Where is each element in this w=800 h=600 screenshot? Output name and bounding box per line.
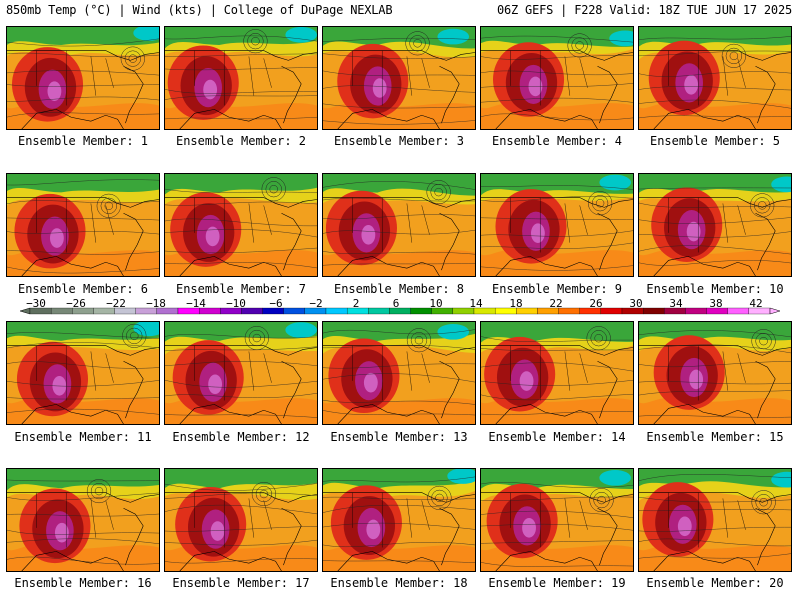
color-scale-tick-label: 42 [749,297,763,310]
ensemble-map-panel [638,321,792,425]
temperature-map [7,469,159,571]
temperature-map [165,27,317,129]
member-caption: Ensemble Member: 16 [14,576,152,590]
ensemble-map-panel [638,468,792,572]
ensemble-map-panel [480,321,634,425]
member-caption: Ensemble Member: 6 [17,282,149,296]
temperature-map [481,174,633,276]
member-caption: Ensemble Member: 10 [646,282,784,296]
temperature-map [323,322,475,424]
title-left: 850mb Temp (°C) | Wind (kts) | College o… [6,3,393,17]
temperature-map [481,27,633,129]
member-caption: Ensemble Member: 14 [488,430,626,444]
member-caption: Ensemble Member: 5 [649,134,781,148]
member-caption: Ensemble Member: 9 [491,282,623,296]
color-scale-tick-label: 38 [709,297,723,310]
temperature-map [165,469,317,571]
ensemble-map-panel [6,468,160,572]
ensemble-map-panel [480,26,634,130]
member-caption: Ensemble Member: 1 [17,134,149,148]
member-caption: Ensemble Member: 12 [172,430,310,444]
temperature-map [639,469,791,571]
temperature-map [165,174,317,276]
ensemble-map-panel [480,173,634,277]
ensemble-map-panel [6,321,160,425]
color-scale-tick-label: 10 [429,297,443,310]
member-caption: Ensemble Member: 19 [488,576,626,590]
temperature-map [323,469,475,571]
member-caption: Ensemble Member: 18 [330,576,468,590]
member-caption: Ensemble Member: 20 [646,576,784,590]
ensemble-map-panel [164,26,318,130]
color-scale-tick-label: 30 [629,297,643,310]
ensemble-map-panel [322,26,476,130]
color-scale-tick-label: −10 [226,297,246,310]
temperature-map [639,27,791,129]
color-scale-tick-label: −22 [106,297,126,310]
color-scale-bar [19,307,781,315]
member-caption: Ensemble Member: 13 [330,430,468,444]
temperature-map [7,322,159,424]
color-scale-swatch [685,307,707,315]
member-caption: Ensemble Member: 17 [172,576,310,590]
ensemble-map-panel [322,468,476,572]
temperature-map [639,322,791,424]
temperature-map [165,322,317,424]
color-scale-tick-label: −14 [186,297,206,310]
temperature-map [481,469,633,571]
color-scale-swatch [600,307,623,315]
ensemble-map-panel [322,173,476,277]
color-scale-swatch [368,307,390,315]
color-scale-tick-label: 2 [352,297,360,310]
ensemble-map-panel [6,26,160,130]
temperature-map [481,322,633,424]
member-caption: Ensemble Member: 7 [175,282,307,296]
color-scale-swatch [325,307,348,315]
member-caption: Ensemble Member: 11 [14,430,152,444]
color-scale-tick-label: −18 [146,297,166,310]
temperature-map [323,174,475,276]
temperature-map [639,174,791,276]
color-scale-swatch [727,307,750,315]
temperature-map [7,27,159,129]
temperature-map [323,27,475,129]
member-caption: Ensemble Member: 15 [646,430,784,444]
color-scale-tick-label: 34 [669,297,683,310]
member-caption: Ensemble Member: 3 [333,134,465,148]
ensemble-map-panel [164,173,318,277]
title-right: 06Z GEFS | F228 Valid: 18Z TUE JUN 17 20… [496,3,792,17]
member-caption: Ensemble Member: 2 [175,134,307,148]
color-scale-tick-label: −6 [269,297,283,310]
ensemble-map-panel [638,26,792,130]
ensemble-map-panel [322,321,476,425]
ensemble-map-panel [164,321,318,425]
member-caption: Ensemble Member: 4 [491,134,623,148]
ensemble-map-panel [638,173,792,277]
temperature-map [7,174,159,276]
color-scale-tick-label: 22 [549,297,563,310]
color-scale-tick-label: −26 [66,297,86,310]
color-scale-swatch [642,307,665,315]
color-scale-tick-label: 6 [392,297,400,310]
color-scale-tick-label: −2 [309,297,323,310]
member-caption: Ensemble Member: 8 [333,282,465,296]
color-scale-swatch [283,307,306,315]
color-scale-tick-label: −30 [26,297,46,310]
color-scale-tick-label: 26 [589,297,603,310]
ensemble-map-panel [6,173,160,277]
color-scale-tick-label: 14 [469,297,483,310]
color-scale-tick-label: 18 [509,297,523,310]
ensemble-map-panel [480,468,634,572]
ensemble-map-panel [164,468,318,572]
